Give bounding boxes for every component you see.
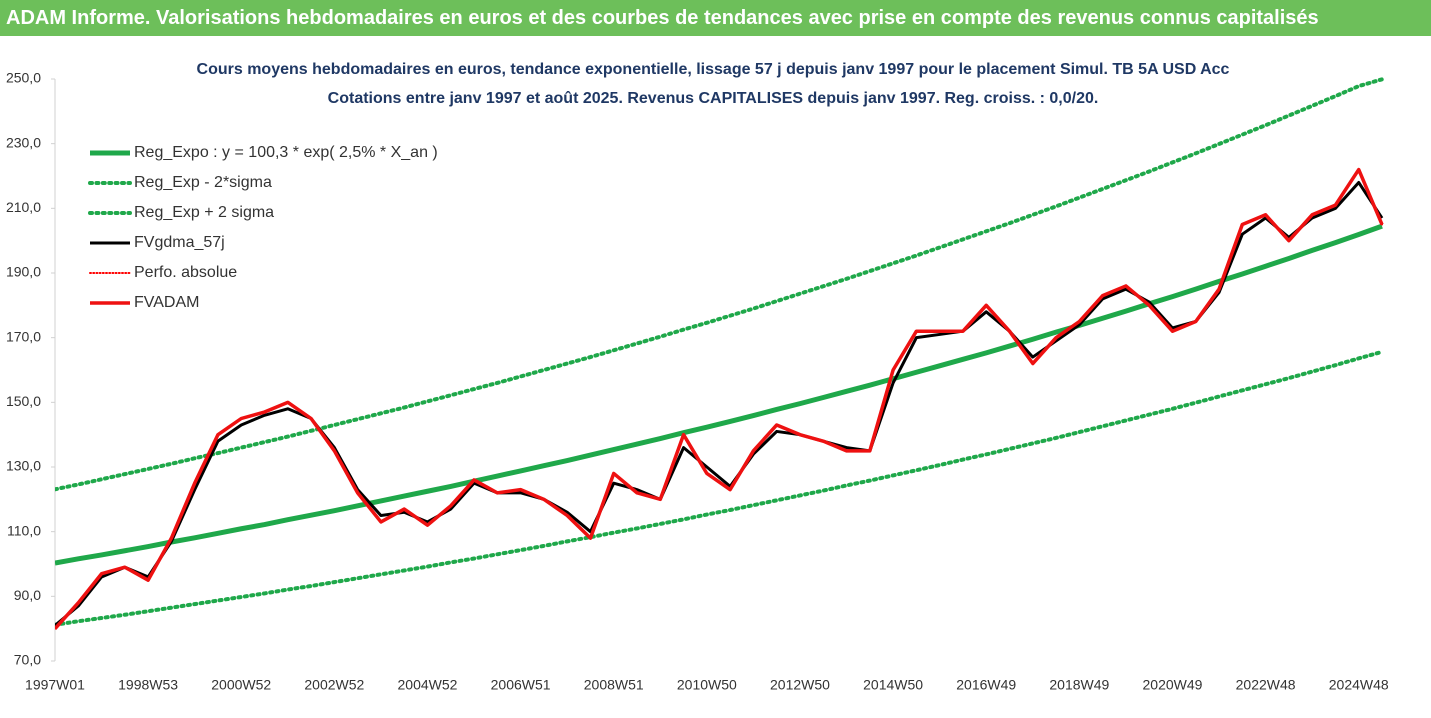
series-line: [55, 223, 1383, 566]
y-tick-label: 230,0: [6, 134, 41, 150]
series-line: [55, 349, 1384, 627]
x-tick-label: 2008W51: [584, 677, 644, 693]
x-tick-label: 2006W51: [491, 677, 551, 693]
plot-area: [55, 77, 1384, 630]
y-tick-label: 150,0: [6, 393, 41, 409]
chart: Cours moyens hebdomadaires en euros, ten…: [6, 61, 1389, 693]
x-tick-label: 1997W01: [25, 677, 85, 693]
series-line: [55, 180, 1384, 627]
x-tick-label: 2014W50: [863, 677, 923, 693]
legend-label: Perfo. absolue: [134, 264, 237, 281]
y-tick-label: 170,0: [6, 328, 41, 344]
chart-subtitle: Cours moyens hebdomadaires en euros, ten…: [197, 61, 1230, 78]
y-tick-label: 210,0: [6, 199, 41, 215]
y-tick-label: 250,0: [6, 70, 41, 86]
page-title: ADAM Informe. Valorisations hebdomadaire…: [0, 0, 1431, 36]
x-tick-label: 2020W49: [1143, 677, 1203, 693]
y-tick-label: 90,0: [14, 587, 41, 603]
x-tick-label: 2002W52: [304, 677, 364, 693]
y-tick-label: 70,0: [14, 652, 41, 668]
legend-label: Reg_Exp - 2*sigma: [134, 174, 272, 191]
series-line: [55, 77, 1384, 492]
x-tick-label: 2000W52: [211, 677, 271, 693]
x-tick-label: 2016W49: [956, 677, 1016, 693]
x-tick-label: 2010W50: [677, 677, 737, 693]
legend-label: FVgdma_57j: [134, 234, 225, 251]
chart-subtitle: Cotations entre janv 1997 et août 2025. …: [328, 90, 1099, 107]
legend-label: Reg_Expo : y = 100,3 * exp( 2,5% * X_an …: [134, 144, 438, 161]
x-tick-label: 2012W50: [770, 677, 830, 693]
y-tick-label: 190,0: [6, 264, 41, 280]
x-tick-label: 1998W53: [118, 677, 178, 693]
x-tick-label: 2018W49: [1049, 677, 1109, 693]
series-line: [55, 168, 1383, 630]
y-tick-label: 110,0: [7, 522, 41, 538]
y-tick-label: 130,0: [6, 458, 41, 474]
x-tick-label: 2004W52: [398, 677, 458, 693]
legend-label: FVADAM: [134, 294, 199, 311]
series-line: [55, 167, 1384, 630]
x-tick-label: 2024W48: [1329, 677, 1389, 693]
x-tick-label: 2022W48: [1236, 677, 1296, 693]
legend-label: Reg_Exp + 2 sigma: [134, 204, 274, 221]
